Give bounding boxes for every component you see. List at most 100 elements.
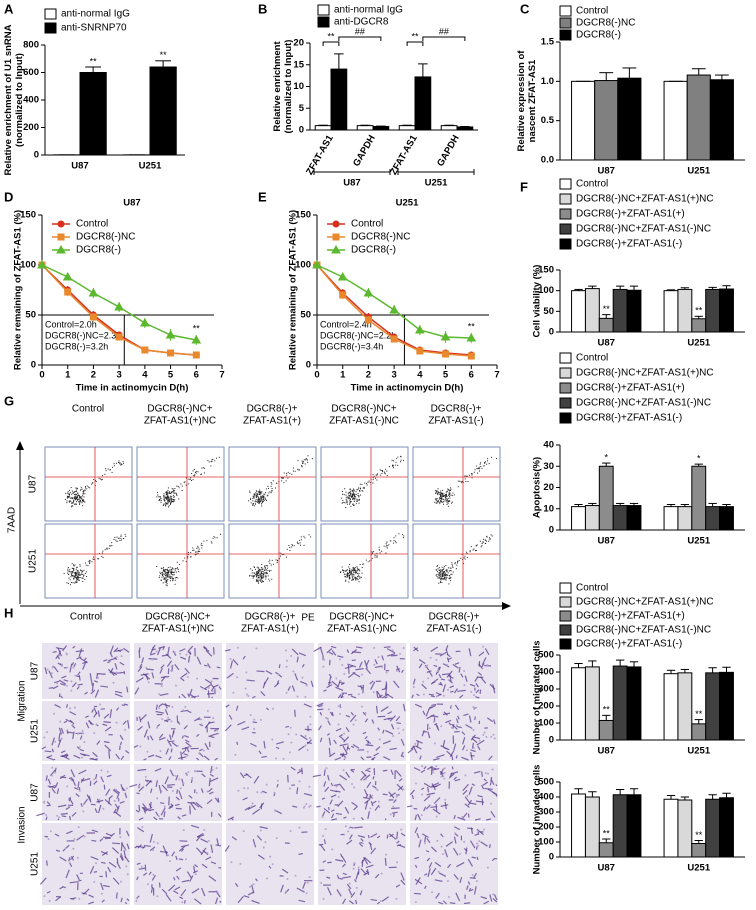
cell bbox=[319, 737, 323, 743]
cell bbox=[232, 659, 239, 666]
cell bbox=[93, 707, 98, 715]
y-axis-label: Relative expression of bbox=[516, 50, 527, 152]
event-dot bbox=[439, 503, 441, 505]
event-dot bbox=[168, 492, 170, 494]
event-dot bbox=[81, 496, 83, 498]
event-dot bbox=[342, 571, 344, 573]
event-dot bbox=[165, 584, 167, 586]
cell bbox=[214, 797, 220, 803]
event-dot bbox=[79, 499, 81, 501]
event-dot bbox=[444, 578, 446, 580]
pore bbox=[206, 790, 209, 793]
event-dot bbox=[349, 572, 351, 574]
event-dot bbox=[260, 569, 262, 571]
cell bbox=[258, 750, 262, 755]
event-dot bbox=[82, 495, 84, 497]
event-dot bbox=[442, 501, 444, 503]
event-dot bbox=[471, 474, 473, 476]
pore bbox=[337, 795, 340, 798]
event-dot bbox=[73, 572, 75, 574]
event-dot bbox=[437, 491, 439, 493]
event-dot bbox=[72, 564, 74, 566]
cell bbox=[435, 892, 440, 899]
cell bbox=[362, 731, 367, 735]
event-dot bbox=[475, 549, 477, 551]
event-dot bbox=[75, 497, 77, 499]
event-dot bbox=[80, 496, 82, 498]
pore bbox=[482, 734, 485, 737]
significance: ** bbox=[160, 50, 168, 60]
marker bbox=[442, 350, 450, 358]
cell bbox=[185, 741, 192, 748]
cell bbox=[323, 807, 331, 814]
event-dot bbox=[353, 568, 355, 570]
pore bbox=[304, 735, 307, 738]
event-dot bbox=[92, 558, 94, 560]
event-dot bbox=[101, 555, 103, 557]
event-dot bbox=[107, 468, 109, 470]
event-dot bbox=[77, 573, 79, 575]
y-tick-label: 100 bbox=[538, 285, 554, 296]
pore bbox=[242, 830, 245, 833]
cell bbox=[197, 834, 205, 838]
event-dot bbox=[248, 575, 250, 577]
event-dot bbox=[79, 489, 81, 491]
flow-plot bbox=[44, 523, 133, 599]
pore bbox=[323, 658, 326, 661]
pore bbox=[308, 805, 311, 808]
cell bbox=[137, 666, 143, 672]
bar bbox=[612, 288, 628, 333]
event-dot bbox=[454, 563, 456, 565]
event-dot bbox=[254, 501, 256, 503]
event-dot bbox=[448, 494, 450, 496]
pore bbox=[478, 840, 481, 843]
marker bbox=[89, 313, 97, 321]
event-dot bbox=[440, 577, 442, 579]
pore bbox=[380, 872, 383, 875]
pore bbox=[444, 798, 447, 801]
cell bbox=[101, 851, 108, 857]
event-dot bbox=[264, 572, 266, 574]
x-tick-label: 1 bbox=[340, 370, 346, 381]
legend-label: DGCR8(-)NC+ZFAT-AS1(+)NC bbox=[576, 597, 714, 608]
marker bbox=[56, 244, 66, 254]
event-dot bbox=[283, 554, 285, 556]
cell bbox=[438, 674, 442, 679]
event-dot bbox=[162, 566, 164, 568]
event-dot bbox=[353, 569, 355, 571]
y-axis-label: Relative enrichment of U1 snRNA bbox=[3, 24, 14, 175]
cell bbox=[140, 673, 149, 676]
pore bbox=[43, 895, 46, 898]
marker bbox=[191, 334, 202, 344]
cell bbox=[135, 677, 144, 683]
event-dot bbox=[260, 579, 262, 581]
event-dot bbox=[282, 477, 284, 479]
cell bbox=[178, 756, 187, 760]
column-header: DGCR8(-)+ bbox=[429, 612, 480, 623]
cell bbox=[367, 770, 371, 773]
pore bbox=[466, 795, 469, 798]
event-dot bbox=[170, 572, 172, 574]
event-dot bbox=[166, 571, 168, 573]
event-dot bbox=[352, 493, 354, 495]
event-dot bbox=[74, 582, 76, 584]
event-dot bbox=[366, 484, 368, 486]
event-dot bbox=[167, 572, 169, 574]
event-dot bbox=[253, 566, 255, 568]
cell bbox=[448, 722, 452, 726]
event-dot bbox=[343, 502, 345, 504]
event-dot bbox=[473, 548, 475, 550]
cell bbox=[79, 748, 85, 752]
pore bbox=[458, 852, 461, 855]
event-dot bbox=[347, 497, 349, 499]
cell bbox=[326, 684, 333, 689]
event-dot bbox=[82, 505, 84, 507]
event-dot bbox=[297, 460, 299, 462]
cell bbox=[256, 670, 265, 673]
pore bbox=[256, 791, 259, 794]
event-dot bbox=[358, 499, 360, 501]
event-dot bbox=[173, 568, 175, 570]
event-dot bbox=[75, 487, 77, 489]
bracket-label: ## bbox=[355, 26, 365, 36]
pore bbox=[309, 723, 312, 726]
